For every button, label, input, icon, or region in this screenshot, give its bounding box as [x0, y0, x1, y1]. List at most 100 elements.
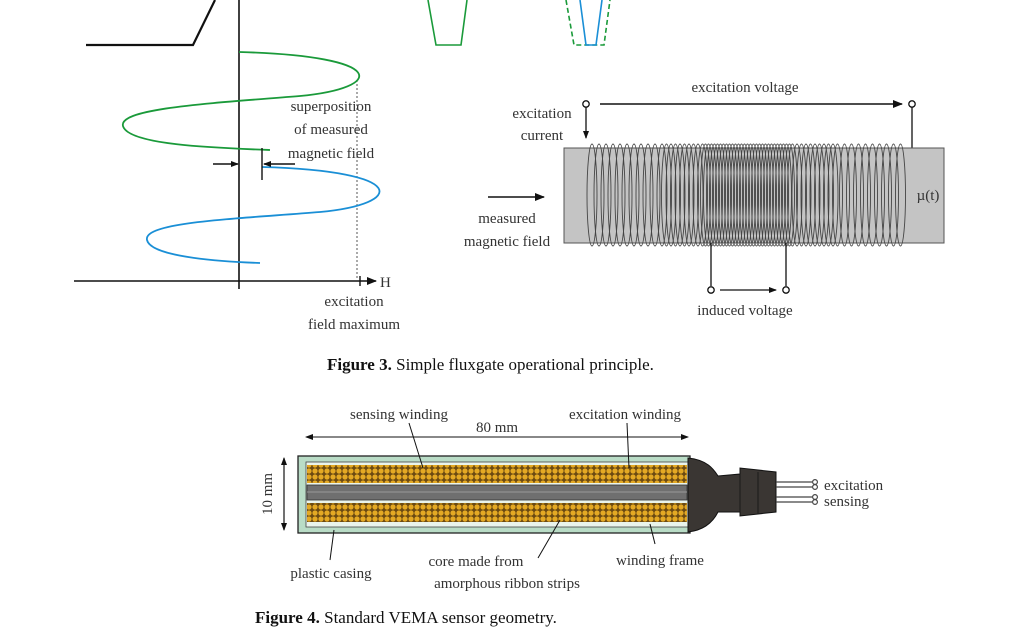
coil-turn [800, 143, 812, 247]
coil-turn [600, 143, 612, 247]
coil-turn [688, 143, 699, 247]
excitation-max-label-1: excitation [324, 294, 384, 310]
coil-turn [853, 143, 864, 247]
coil-turn [860, 143, 871, 247]
measured-field-label-1: measured [478, 211, 536, 227]
excitation-wire-label: excitation [824, 478, 884, 494]
coil-turn [674, 143, 686, 247]
coil-turn [703, 143, 714, 247]
coil-turn [775, 143, 786, 247]
coil-turns [586, 143, 906, 247]
coil-turn [791, 143, 803, 247]
length-label: 80 mm [476, 420, 518, 436]
coil-turn [724, 143, 735, 247]
figure4-caption-label: Figure 4. [255, 608, 320, 627]
core-label-1: core made from [429, 554, 524, 570]
coil-turn [823, 143, 834, 247]
wires [776, 479, 818, 506]
coil-turn [772, 143, 783, 247]
figure4-caption-text: Standard VEMA sensor geometry. [319, 608, 557, 627]
coil-turn [649, 143, 661, 247]
coil-turn [730, 143, 741, 247]
superposition-label-3: magnetic field [288, 146, 375, 162]
coil-turn [656, 143, 668, 247]
coil-turn [827, 143, 839, 247]
coil-turn [692, 143, 704, 247]
winding-bottom [307, 503, 687, 522]
coil-turn [766, 143, 777, 247]
excitation-current-label-2: current [521, 128, 564, 144]
coil-turn [818, 143, 830, 247]
coil-turn [742, 143, 753, 247]
coil-turn [727, 143, 738, 247]
coil-turn [593, 143, 605, 247]
core-label-2: amorphous ribbon strips [434, 576, 580, 592]
figure3-caption-label: Figure 3. [327, 355, 392, 374]
coil-turn [784, 143, 795, 247]
coil-turn [895, 143, 906, 247]
coil-turn [628, 143, 640, 247]
coil-turn [751, 143, 762, 247]
coil-turn [805, 143, 816, 247]
sensing-winding-label: sensing winding [350, 407, 448, 423]
coil-turn [736, 143, 747, 247]
coil-turn [757, 143, 768, 247]
coil-turn [763, 143, 774, 247]
coil-turn [679, 143, 690, 247]
axis-h-label: H [380, 275, 391, 291]
coil-turn [839, 143, 850, 247]
excitation-voltage-label: excitation voltage [691, 80, 798, 96]
coil-turn [748, 143, 759, 247]
coil-turn [760, 143, 771, 247]
coil-turn [635, 143, 647, 247]
coil-turn [697, 143, 708, 247]
coil-turn [683, 143, 695, 247]
coil-turn [881, 143, 892, 247]
coil-turn [700, 143, 711, 247]
excitation-current-label-1: excitation [512, 106, 572, 122]
excitation-max-label-2: field maximum [308, 317, 400, 333]
figure4-caption: Figure 4. Standard VEMA sensor geometry. [255, 608, 557, 628]
coil-turn [888, 143, 899, 247]
excitation-curve-green [122, 51, 360, 151]
excitation-winding-label: excitation winding [569, 407, 682, 423]
coil-turn [832, 143, 843, 247]
shifted-curve-blue [146, 166, 381, 264]
magnetization-curve [86, 0, 216, 47]
figure3-coil: excitation voltage excitation current µ(… [464, 80, 945, 319]
coil-turn [809, 143, 821, 247]
coil-turn [769, 143, 780, 247]
cable-gland [687, 457, 777, 533]
coil-turn [670, 143, 681, 247]
coil-turn [874, 143, 885, 247]
mu-label: µ(t) [917, 188, 940, 204]
coil-turn [709, 143, 720, 247]
superposition-label-1: superposition [291, 99, 372, 115]
figure4-sensor: 80 mm 10 mm excitation sensing [260, 407, 884, 592]
coil-turn [712, 143, 723, 247]
coil-turn [721, 143, 732, 247]
coil-turn [754, 143, 765, 247]
cropped-shapes [427, 0, 611, 46]
coil-turn [787, 143, 798, 247]
terminal-right [908, 100, 916, 108]
coil-turn [718, 143, 729, 247]
figure3-bh-plot: superposition of measured magnetic field… [74, 0, 400, 333]
coil-turn [665, 143, 677, 247]
coil-turn [642, 143, 654, 247]
coil-turn [814, 143, 825, 247]
coil-turn [739, 143, 750, 247]
coil-turn [796, 143, 807, 247]
coil-turn [778, 143, 789, 247]
coil-turn [661, 143, 672, 247]
induced-voltage-label: induced voltage [697, 303, 793, 319]
coil-turn [607, 143, 619, 247]
height-label: 10 mm [260, 473, 276, 515]
plastic-casing-label: plastic casing [290, 566, 372, 582]
coil-turn [733, 143, 744, 247]
measured-field-label-2: magnetic field [464, 234, 551, 250]
winding-top [307, 465, 687, 483]
coil-turn [745, 143, 756, 247]
superposition-label-2: of measured [294, 122, 368, 138]
coil-turn [715, 143, 726, 247]
